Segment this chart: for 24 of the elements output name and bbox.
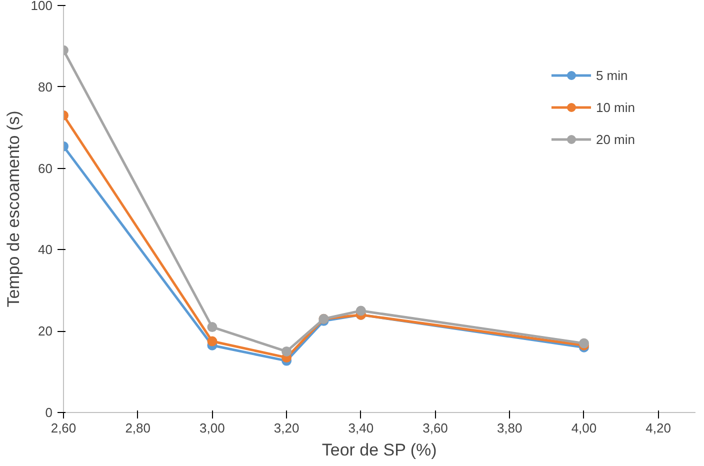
x-tick-label: 3,20 xyxy=(274,420,300,436)
x-tick-label: 4,00 xyxy=(571,420,597,436)
point xyxy=(207,336,218,346)
legend-label: 10 min xyxy=(596,100,635,114)
y-tick-label: 0 xyxy=(45,405,53,420)
x-tick-label: 3,80 xyxy=(496,420,522,436)
y-axis-title: Tempo de escoamento (s) xyxy=(4,110,23,308)
y-tick-label: 60 xyxy=(38,160,53,176)
point xyxy=(282,346,292,356)
legend-label: 20 min xyxy=(596,132,635,146)
x-tick-label: 2,80 xyxy=(125,420,151,436)
y-tick-label: 80 xyxy=(38,79,53,94)
x-tick-label: 3,00 xyxy=(200,420,225,436)
x-tick-label: 4,20 xyxy=(646,420,671,436)
point xyxy=(207,322,218,332)
x-tick-label: 3,40 xyxy=(348,420,374,436)
y-tick-label: 20 xyxy=(38,324,53,339)
y-tick-label: 40 xyxy=(38,242,53,258)
x-tick-label: 2,60 xyxy=(50,420,76,436)
x-axis-title: Teor de SP (%) xyxy=(322,440,437,460)
point xyxy=(356,306,366,316)
x-tick-label: 3,60 xyxy=(422,420,448,436)
legend-label: 5 min xyxy=(596,68,628,82)
y-tick-label: 100 xyxy=(30,0,53,13)
